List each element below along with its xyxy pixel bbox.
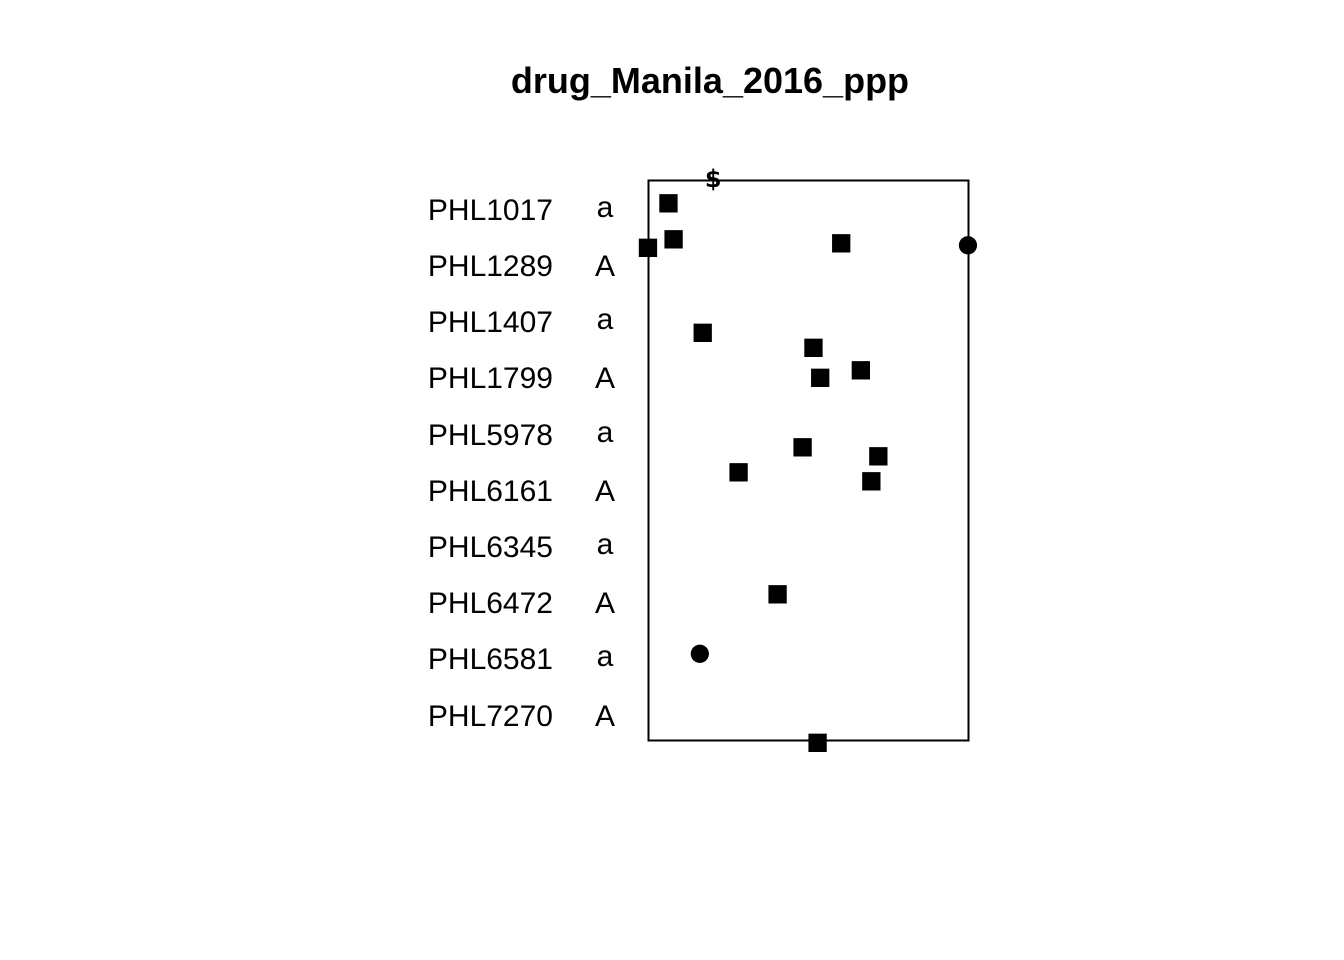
data-point: ● xyxy=(958,229,979,257)
data-point: ■ xyxy=(860,466,883,494)
data-point: ■ xyxy=(802,332,825,360)
plot-frame xyxy=(647,179,970,742)
legend-label: PHL6472 xyxy=(428,587,553,620)
data-point: ■ xyxy=(727,457,750,485)
legend-symbol: A xyxy=(595,362,615,395)
legend-label: PHL1017 xyxy=(428,194,553,227)
legend-symbol: a xyxy=(597,191,614,224)
legend-symbol: a xyxy=(597,528,614,561)
data-point: ■ xyxy=(662,224,685,252)
data-point: $ xyxy=(705,165,722,193)
legend-symbol: a xyxy=(597,303,614,336)
data-point: ■ xyxy=(766,579,789,607)
data-point: ■ xyxy=(791,431,814,459)
legend-label: PHL1407 xyxy=(428,306,553,339)
data-point: ■ xyxy=(867,440,890,468)
legend-symbol: A xyxy=(595,587,615,620)
data-points: $■■■ ■ ●■■■■■ ■■ ■■●■ xyxy=(637,165,979,755)
legend-symbol: A xyxy=(595,250,615,283)
legend-label: PHL6581 xyxy=(428,643,553,676)
data-point: ● xyxy=(689,638,710,666)
legend-label: PHL7270 xyxy=(428,700,553,733)
data-point: ■ xyxy=(809,362,832,390)
legend: PHL1017 a PHL1289 A PHL1407 a PHL1799 A … xyxy=(428,191,615,733)
legend-label: PHL1799 xyxy=(428,362,553,395)
legend-symbol: a xyxy=(597,640,614,673)
data-point: ■ xyxy=(657,187,680,215)
data-point: ■ xyxy=(830,228,853,256)
legend-label: PHL6345 xyxy=(428,531,553,564)
legend-label: PHL5978 xyxy=(428,419,553,452)
chart-title: drug_Manila_2016_ppp xyxy=(511,60,909,101)
legend-symbol: A xyxy=(595,475,615,508)
legend-symbol: a xyxy=(597,416,614,449)
legend-label: PHL6161 xyxy=(428,475,553,508)
data-point: ■ xyxy=(806,727,829,755)
data-point: ■ xyxy=(691,317,714,345)
legend-label: PHL1289 xyxy=(428,250,553,283)
data-point: ■ xyxy=(637,232,660,260)
legend-symbol: A xyxy=(595,700,615,733)
data-point: ■ xyxy=(849,355,872,383)
